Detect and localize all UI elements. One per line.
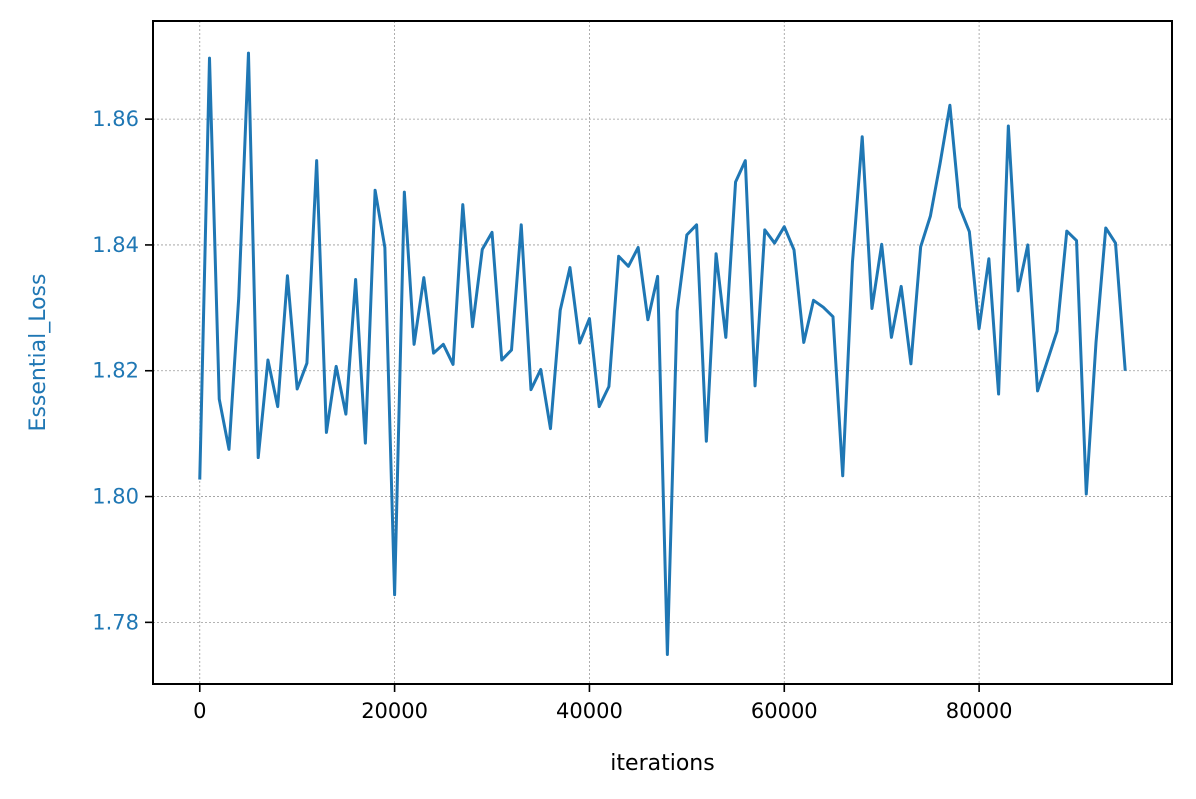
x-tick-label: 40000 — [556, 699, 623, 723]
x-tick-label: 80000 — [946, 699, 1013, 723]
axes-frame — [152, 20, 1173, 685]
y-tick-label: 1.82 — [92, 359, 139, 383]
y-tick-label: 1.86 — [92, 107, 139, 131]
axis-ticks: 0 20000 40000 60000 80000 1.78 1.80 1.82 1.84 1.8… — [92, 107, 1012, 723]
y-tick-label: 1.84 — [92, 233, 139, 257]
x-tick-label: 20000 — [361, 699, 428, 723]
y-tick-label: 1.80 — [92, 485, 139, 509]
x-axis-label: iterations — [610, 751, 714, 776]
series-line — [198, 51, 1127, 656]
y-tick-label: 1.78 — [92, 610, 139, 634]
plot-area — [198, 51, 1127, 656]
x-tick-label: 0 — [193, 699, 206, 723]
y-axis-label: Essential_Loss — [26, 274, 51, 432]
x-tick-label: 60000 — [751, 699, 818, 723]
